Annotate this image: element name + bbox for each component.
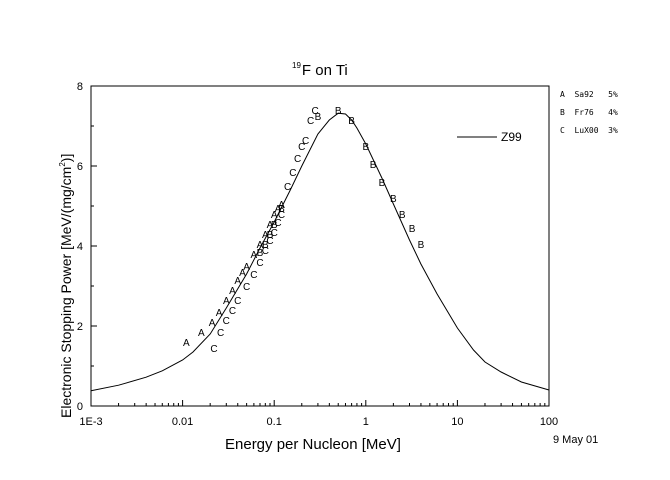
data-point-b: B <box>335 106 342 117</box>
y-tick-label: 6 <box>77 161 83 173</box>
data-point-c: C <box>229 306 236 317</box>
data-point-a: A <box>239 268 246 279</box>
data-point-a: A <box>243 262 250 273</box>
data-markers: AAAAAAAAAAAAAAAABBBBBBBBBBBBBBBCCCCCCCCC… <box>183 106 425 355</box>
chart-title: 19F on Ti <box>292 61 348 79</box>
data-point-c: C <box>210 344 217 355</box>
y-axis-label-end: )] <box>58 153 74 163</box>
y-axis-label: Electronic Stopping Power [MeV/(mg/cm2)] <box>58 154 74 418</box>
data-point-a: A <box>229 286 236 297</box>
reference-legend-item: A Sa92 5% <box>560 90 618 99</box>
y-tick-label: 0 <box>77 401 83 413</box>
data-point-b: B <box>267 230 274 241</box>
data-point-c: C <box>307 116 314 127</box>
data-point-a: A <box>234 276 241 287</box>
data-point-c: C <box>217 328 224 339</box>
plot-legend: Z99 <box>457 130 522 144</box>
data-point-a: A <box>275 204 282 215</box>
data-point-c: C <box>234 296 241 307</box>
data-point-c: C <box>284 182 291 193</box>
data-point-b: B <box>409 224 416 235</box>
y-tick-label: 4 <box>77 241 83 253</box>
data-point-b: B <box>390 194 397 205</box>
data-point-c: C <box>274 218 281 229</box>
data-point-a: A <box>216 308 223 319</box>
x-tick-label: 0.1 <box>267 416 282 428</box>
data-point-b: B <box>379 178 386 189</box>
data-point-a: A <box>251 250 258 261</box>
data-point-c: C <box>278 210 285 221</box>
data-point-c: C <box>266 236 273 247</box>
data-point-a: A <box>198 328 205 339</box>
data-point-b: B <box>315 112 322 123</box>
y-axis-ticks: 0 2 4 6 8 <box>77 81 97 413</box>
x-axis-ticks: 1E-3 0.01 0.1 1 10 100 <box>79 400 558 428</box>
x-tick-label: 1E-3 <box>79 416 102 428</box>
data-point-b: B <box>362 142 369 153</box>
y-axis-label-main: Electronic Stopping Power [MeV/(mg/cm <box>58 166 74 418</box>
reference-legend-item: C LuX00 3% <box>560 126 618 135</box>
data-point-c: C <box>256 258 263 269</box>
data-point-b: B <box>418 240 425 251</box>
data-point-b: B <box>271 220 278 231</box>
y-tick-label: 2 <box>77 321 83 333</box>
y-tick-label: 8 <box>77 81 83 93</box>
data-point-c: C <box>289 168 296 179</box>
legend-label-z99: Z99 <box>501 130 522 144</box>
data-point-c: C <box>302 136 309 147</box>
x-tick-label: 100 <box>540 416 558 428</box>
x-axis-label: Energy per Nucleon [MeV] <box>225 436 401 453</box>
data-point-c: C <box>250 270 257 281</box>
data-point-a: A <box>209 318 216 329</box>
data-point-a: A <box>271 210 278 221</box>
data-point-c: C <box>262 246 269 257</box>
x-tick-label: 1 <box>363 416 369 428</box>
data-point-a: A <box>278 200 285 211</box>
reference-legend-item: B Fr76 4% <box>560 108 618 117</box>
reference-legend: A Sa92 5% B Fr76 4% C LuX00 3% <box>560 86 618 140</box>
data-point-c: C <box>223 316 230 327</box>
data-point-b: B <box>370 160 377 171</box>
data-point-a: A <box>257 240 264 251</box>
z99-curve <box>90 112 550 392</box>
title-superscript: 19 <box>292 61 301 70</box>
data-point-a: A <box>223 296 230 307</box>
x-tick-label: 0.01 <box>172 416 193 428</box>
data-point-a: A <box>183 338 190 349</box>
data-point-c: C <box>298 142 305 153</box>
x-tick-label: 10 <box>451 416 463 428</box>
date-stamp: 9 May 01 <box>553 434 599 446</box>
y-axis-label-superscript: 2 <box>58 162 67 167</box>
data-point-b: B <box>257 248 264 259</box>
data-point-a: A <box>262 230 269 241</box>
data-point-c: C <box>312 106 319 117</box>
title-main: F on Ti <box>301 62 348 79</box>
data-point-c: C <box>243 282 250 293</box>
data-point-b: B <box>262 240 269 251</box>
data-point-c: C <box>294 154 301 165</box>
data-point-a: A <box>267 220 274 231</box>
plot-frame <box>90 85 550 407</box>
data-point-b: B <box>278 204 285 215</box>
data-point-b: B <box>348 116 355 127</box>
data-point-c: C <box>271 228 278 239</box>
data-point-b: B <box>399 210 406 221</box>
